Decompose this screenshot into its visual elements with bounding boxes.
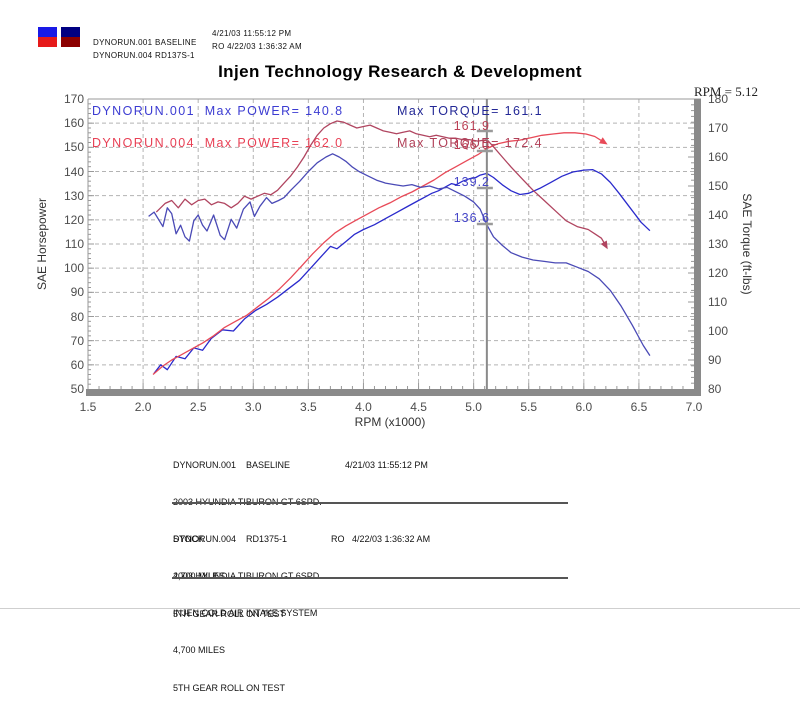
hp-tick-label: 120 [63,212,84,227]
dynorun-004-torque-curve [155,120,606,245]
header-run2-date: RO 4/22/03 1:36:32 AM [212,42,302,51]
info-line: STOCK [173,534,204,545]
run1-info-line1: DYNORUN.001 BASELINE 4/21/03 11:55:12 PM [173,459,428,470]
torque-tick-label: 180 [708,92,729,106]
footer-rule [0,608,800,609]
run2-torque-color-swatch [61,37,80,47]
info-divider-2 [172,577,568,579]
rpm-tick-label: 3.5 [300,400,317,414]
hp-tick-label: 70 [70,333,84,348]
torque-tick-label: 140 [708,208,729,222]
hp-tick-label: 160 [63,116,84,131]
info-line: 2003 HYUNDIA TIBURON GT 6SPD. [173,570,430,582]
torque-tick-label: 90 [708,353,722,367]
torque-tick-label: 100 [708,324,729,338]
dynorun-001-power-curve [153,168,651,374]
header-run1-name: DYNORUN.001 [93,38,153,47]
hp-tick-label: 150 [63,140,84,155]
rpm-tick-label: 5.5 [520,400,538,414]
rpm-tick-label: 5.0 [465,400,482,414]
run1-power-color-swatch [38,27,57,37]
header-run1: DYNORUN.001 BASELINE [88,29,197,47]
cursor-readout-run1-torque: 136.6 [453,211,490,225]
cursor-readout-run2-torque: 166.0 [453,138,490,152]
info-divider-1 [172,502,568,504]
run1-max-torque-annotation: Max TORQUE= 161.1 [397,104,543,118]
cursor-rpm-value: RPM = 5.12 [693,84,758,99]
hp-tick-label: 100 [63,261,84,276]
rpm-tick-label: 6.0 [575,400,593,414]
run2-max-power-annotation: DYNORUN.004 Max POWER= 162.0 [92,136,344,150]
left-axis-title: SAE Horsepower [35,197,49,291]
run2-info-date: RO 4/22/03 1:36:32 AM [331,533,431,544]
rpm-tick-label: 1.5 [79,400,97,414]
hp-tick-label: 60 [70,357,84,372]
info-line: 4,700 MILES [173,570,428,582]
hp-tick-label: 90 [70,285,84,300]
legend-swatch-run2 [61,27,80,47]
run1-max-power-annotation: DYNORUN.001 Max POWER= 140.8 [92,104,344,118]
rpm-tick-label: 4.5 [410,400,427,414]
cursor-readout-run2-power: 161.9 [453,119,490,133]
rpm-tick-label: 6.5 [630,400,648,414]
hp-tick-label: 80 [70,309,84,324]
dynorun-004-power-curve [152,132,603,375]
curve-end-arrow [600,240,608,250]
hp-tick-label: 140 [63,164,84,179]
rpm-tick-label: 2.0 [134,400,152,414]
run2-max-torque-annotation: Max TORQUE= 172.4 [397,136,543,150]
dyno-chart-plot[interactable] [0,0,800,617]
cursor-readout-run1-power: 139.2 [453,175,490,189]
torque-tick-label: 130 [708,237,729,251]
run1-torque-color-swatch [61,27,80,37]
info-line: 5TH GEAR ROLL ON TEST [173,608,286,619]
hp-tick-label: 130 [63,188,84,203]
right-axis-title: SAE Torque (ft-lbs) [740,193,754,295]
torque-tick-label: 150 [708,179,729,193]
header-run2: DYNORUN.004 RD137S-1 [88,42,195,60]
hp-tick-label: 170 [63,92,84,106]
legend-swatch-run1 [38,27,57,47]
header-run1-variant: BASELINE [155,38,197,47]
info-line: INJEN COLD AIR INTAKE SYSTEM [173,608,318,619]
plot-border-bottom-bar [86,389,701,396]
info-line: 5TH GEAR ROLL ON TEST [173,682,286,693]
torque-tick-label: 120 [708,266,729,280]
page-title: Injen Technology Research & Development [218,62,582,81]
rpm-tick-label: 7.0 [685,400,703,414]
torque-tick-label: 170 [708,121,729,135]
run1-info-date: 4/21/03 11:55:12 PM [345,459,428,470]
rpm-tick-label: 3.0 [244,400,262,414]
curve-end-arrow [598,137,608,145]
rpm-tick-label: 2.5 [189,400,207,414]
dynorun-001-torque-curve [148,153,651,356]
header-run2-name: DYNORUN.004 [93,51,153,60]
plot-border-right-bar [694,99,701,396]
header-run2-variant: RD137S-1 [155,51,195,60]
info-line: 4,700 MILES [173,645,226,656]
run2-info-line1: DYNORUN.004 RD1375-1 RO 4/22/03 1:36:32 AM [173,533,431,544]
rpm-tick-label: 4.0 [355,400,372,414]
hp-tick-label: 110 [64,237,84,251]
torque-tick-label: 110 [708,295,728,309]
hp-tick-label: 50 [70,382,84,396]
x-axis-title: RPM (x1000) [354,415,426,429]
run2-power-color-swatch [38,37,57,47]
header-run1-date: 4/21/03 11:55:12 PM [212,29,292,38]
torque-tick-label: 80 [708,382,722,396]
torque-tick-label: 160 [708,150,729,164]
